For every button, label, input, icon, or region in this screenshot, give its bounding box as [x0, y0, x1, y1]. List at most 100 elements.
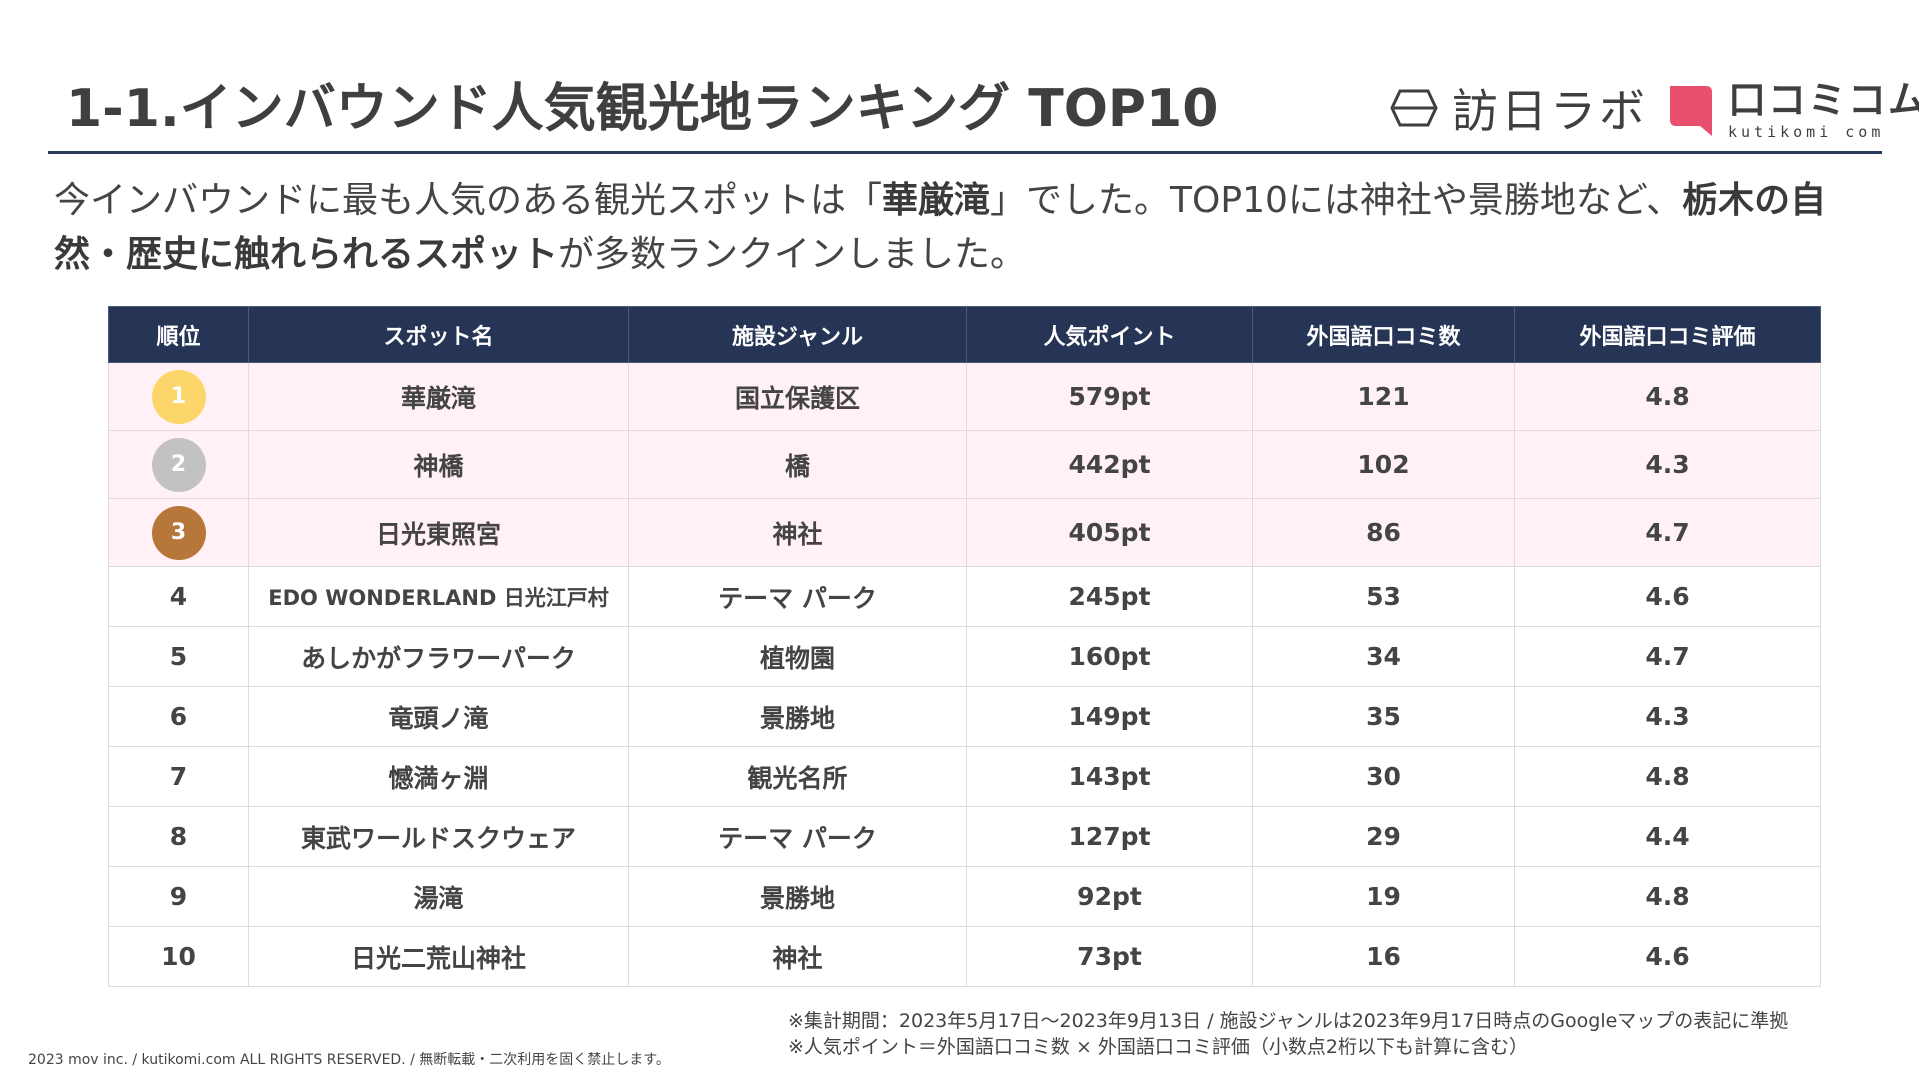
table-row: 10 日光二荒山神社 神社 73pt 16 4.6 — [108, 926, 1821, 987]
hexagon-logo-icon — [1390, 89, 1438, 127]
spot-cell: あしかがフラワーパーク — [248, 626, 629, 687]
spot-cell: 湯滝 — [248, 866, 629, 927]
points-cell: 442pt — [966, 430, 1253, 499]
spot-cell: EDO WONDERLAND 日光江戸村 — [248, 566, 629, 627]
table-row: 2 神橋 橋 442pt 102 4.3 — [108, 430, 1821, 499]
header-points: 人気ポイント — [966, 306, 1253, 363]
rating-cell: 4.3 — [1514, 430, 1821, 499]
houjitsu-labo-text: 訪日ラボ — [1452, 84, 1648, 138]
reviews-cell: 86 — [1252, 498, 1515, 567]
points-cell: 73pt — [966, 926, 1253, 987]
spot-cell: 華厳滝 — [248, 362, 629, 431]
rank-cell: 3 — [108, 498, 249, 567]
spot-cell: 日光二荒山神社 — [248, 926, 629, 987]
table-row: 3 日光東照宮 神社 405pt 86 4.7 — [108, 498, 1821, 567]
table-row: 6 竜頭ノ滝 景勝地 149pt 35 4.3 — [108, 686, 1821, 747]
rank-cell: 2 — [108, 430, 249, 499]
lead-part-2: 」でした。TOP10には神社や景勝地など、 — [990, 180, 1683, 221]
spot-cell: 東武ワールドスクウェア — [248, 806, 629, 867]
header-reviews: 外国語口コミ数 — [1252, 306, 1515, 363]
reviews-cell: 19 — [1252, 866, 1515, 927]
table-row: 7 憾満ヶ淵 観光名所 143pt 30 4.8 — [108, 746, 1821, 807]
lead-text: 今インバウンドに最も人気のある観光スポットは「華厳滝」でした。TOP10には神社… — [54, 174, 1874, 282]
genre-cell: 植物園 — [628, 626, 967, 687]
rank-cell: 7 — [108, 746, 249, 807]
points-cell: 127pt — [966, 806, 1253, 867]
rank-cell: 9 — [108, 866, 249, 927]
rating-cell: 4.8 — [1514, 866, 1821, 927]
table-row: 9 湯滝 景勝地 92pt 19 4.8 — [108, 866, 1821, 927]
reviews-cell: 121 — [1252, 362, 1515, 431]
table-row: 8 東武ワールドスクウェア テーマ パーク 127pt 29 4.4 — [108, 806, 1821, 867]
spot-cell: 憾満ヶ淵 — [248, 746, 629, 807]
footnotes: ※集計期間：2023年5月17日〜2023年9月13日 / 施設ジャンルは202… — [788, 1008, 1788, 1060]
points-cell: 92pt — [966, 866, 1253, 927]
lead-part-1: 今インバウンドに最も人気のある観光スポットは「 — [54, 180, 883, 221]
points-cell: 579pt — [966, 362, 1253, 431]
lead-bold-2: 栃木の自然・歴史に触れられるスポット — [54, 180, 1827, 275]
genre-cell: 国立保護区 — [628, 362, 967, 431]
houjitsu-labo-logo: 訪日ラボ — [1390, 80, 1648, 138]
silver-medal: 2 — [151, 437, 206, 492]
rank-cell: 8 — [108, 806, 249, 867]
spot-cell: 竜頭ノ滝 — [248, 686, 629, 747]
table-row: 1 華厳滝 国立保護区 579pt 121 4.8 — [108, 362, 1821, 431]
rating-cell: 4.3 — [1514, 686, 1821, 747]
genre-cell: 橋 — [628, 430, 967, 499]
genre-cell: 観光名所 — [628, 746, 967, 807]
page-title: 1-1.インバウンド人気観光地ランキング TOP10 — [66, 79, 1219, 139]
rating-cell: 4.7 — [1514, 498, 1821, 567]
footnote-period: ※集計期間：2023年5月17日〜2023年9月13日 / 施設ジャンルは202… — [788, 1010, 1789, 1032]
genre-cell: テーマ パーク — [628, 566, 967, 627]
table-row: 4 EDO WONDERLAND 日光江戸村 テーマ パーク 245pt 53 … — [108, 566, 1821, 627]
rating-cell: 4.4 — [1514, 806, 1821, 867]
points-cell: 149pt — [966, 686, 1253, 747]
copyright-text: 2023 mov inc. / kutikomi.com ALL RIGHTS … — [28, 1052, 670, 1068]
rating-cell: 4.8 — [1514, 746, 1821, 807]
genre-cell: 景勝地 — [628, 866, 967, 927]
header-spot: スポット名 — [248, 306, 629, 363]
reviews-cell: 34 — [1252, 626, 1515, 687]
lead-part-3: が多数ランクインしました。 — [558, 234, 1027, 275]
points-cell: 245pt — [966, 566, 1253, 627]
rank-cell: 1 — [108, 362, 249, 431]
reviews-cell: 35 — [1252, 686, 1515, 747]
rating-cell: 4.6 — [1514, 566, 1821, 627]
ranking-table: 順位 スポット名 施設ジャンル 人気ポイント 外国語口コミ数 外国語口コミ評価 … — [108, 306, 1821, 987]
gold-medal: 1 — [151, 369, 206, 424]
kutikomi-logo: 口コミコム kutikomi com — [1666, 80, 1919, 140]
kutikomi-logo-subtext: kutikomi com — [1728, 122, 1885, 141]
genre-cell: 神社 — [628, 498, 967, 567]
points-cell: 160pt — [966, 626, 1253, 687]
reviews-cell: 53 — [1252, 566, 1515, 627]
bronze-medal: 3 — [151, 505, 206, 560]
reviews-cell: 16 — [1252, 926, 1515, 987]
rating-cell: 4.7 — [1514, 626, 1821, 687]
reviews-cell: 29 — [1252, 806, 1515, 867]
header-genre: 施設ジャンル — [628, 306, 967, 363]
header-rank: 順位 — [108, 306, 249, 363]
rating-cell: 4.8 — [1514, 362, 1821, 431]
header-rating: 外国語口コミ評価 — [1514, 306, 1821, 363]
reviews-cell: 102 — [1252, 430, 1515, 499]
points-cell: 405pt — [966, 498, 1253, 567]
spot-cell: 神橋 — [248, 430, 629, 499]
header-divider — [48, 151, 1882, 154]
rank-cell: 6 — [108, 686, 249, 747]
genre-cell: 景勝地 — [628, 686, 967, 747]
genre-cell: テーマ パーク — [628, 806, 967, 867]
genre-cell: 神社 — [628, 926, 967, 987]
rank-cell: 10 — [108, 926, 249, 987]
rating-cell: 4.6 — [1514, 926, 1821, 987]
spot-cell: 日光東照宮 — [248, 498, 629, 567]
footnote-formula: ※人気ポイント＝外国語口コミ数 × 外国語口コミ評価（小数点2桁以下も計算に含む… — [788, 1036, 1529, 1058]
rank-cell: 5 — [108, 626, 249, 687]
table-header-row: 順位 スポット名 施設ジャンル 人気ポイント 外国語口コミ数 外国語口コミ評価 — [108, 306, 1821, 363]
table-row: 5 あしかがフラワーパーク 植物園 160pt 34 4.7 — [108, 626, 1821, 687]
lead-bold-1: 華厳滝 — [882, 180, 991, 221]
kutikomi-logo-text: 口コミコム — [1728, 77, 1919, 122]
rank-cell: 4 — [108, 566, 249, 627]
reviews-cell: 30 — [1252, 746, 1515, 807]
points-cell: 143pt — [966, 746, 1253, 807]
speech-bubble-logo-icon — [1670, 86, 1712, 136]
